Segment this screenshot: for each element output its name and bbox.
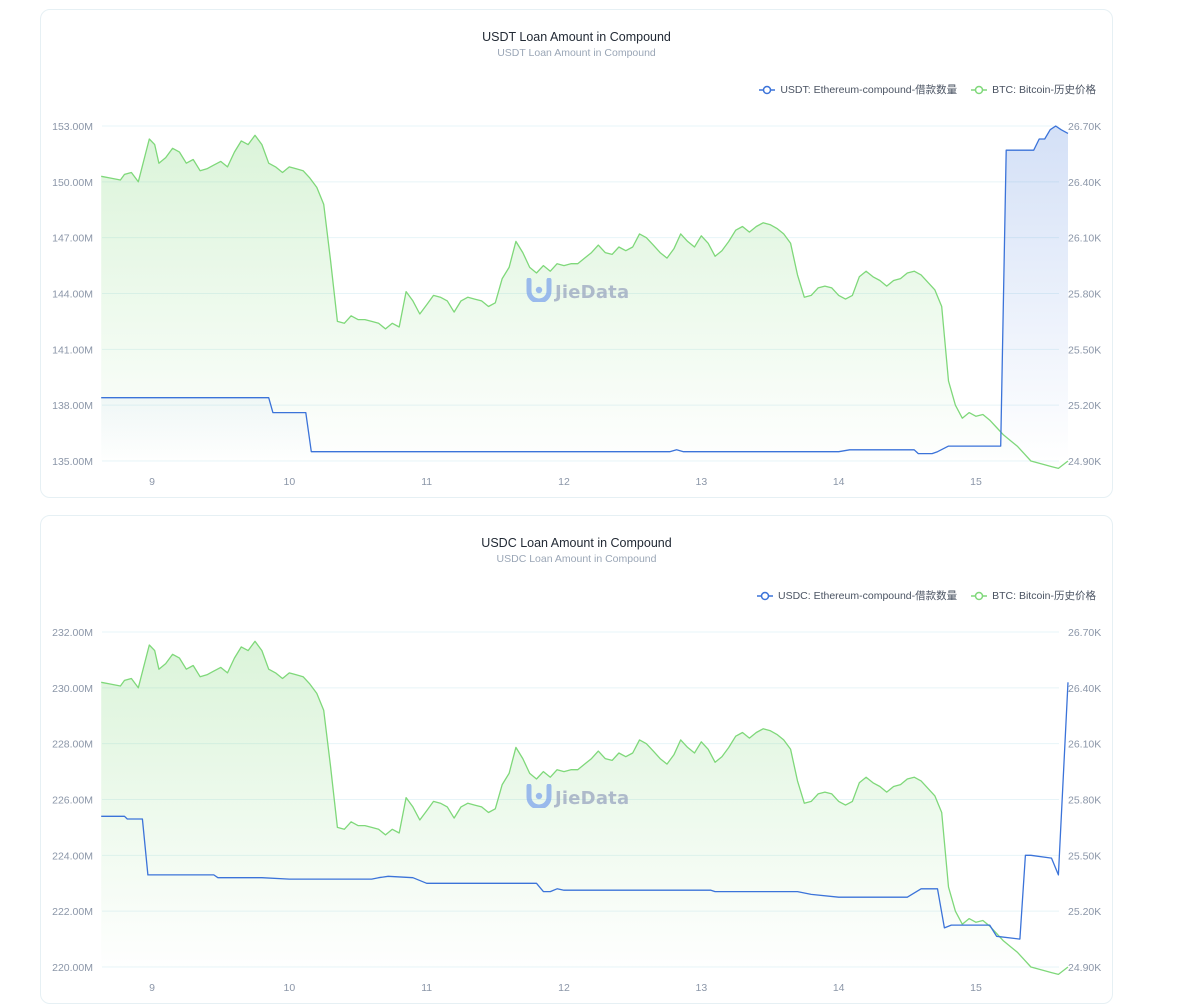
y-axis-left-tick: 144.00M — [52, 289, 93, 301]
watermark: JieData — [526, 277, 630, 307]
chart-title: USDC Loan Amount in Compound — [481, 536, 672, 550]
x-axis-tick: 13 — [695, 982, 707, 994]
y-axis-right-tick: 26.70K — [1068, 121, 1101, 133]
x-axis-tick: 12 — [558, 476, 570, 488]
chart-legend: USDT: Ethereum-compound-借款数量 BTC: Bitcoi… — [759, 82, 1096, 97]
series-line-loan[interactable] — [101, 125, 1069, 455]
y-axis-right-tick: 26.40K — [1068, 683, 1101, 695]
legend-label: BTC: Bitcoin-历史价格 — [992, 84, 1096, 96]
x-axis-tick: 14 — [833, 982, 845, 994]
chart-plot-usdc: 232.00M 26.70K 230.00M 26.40K 228.00M 26.10K 2… — [52, 627, 1101, 994]
series-area-btc — [101, 135, 1068, 469]
y-axis-left-tick: 228.00M — [52, 739, 93, 751]
chart-panel-usdt: USDT Loan Amount in Compound USDT Loan A… — [40, 9, 1113, 498]
series-area-loan — [101, 126, 1068, 461]
x-axis-tick: 9 — [149, 982, 155, 994]
y-axis-right-tick: 25.50K — [1068, 850, 1101, 862]
legend-label: USDT: Ethereum-compound-借款数量 — [780, 84, 958, 96]
jiedata-logo-icon — [526, 277, 552, 307]
legend-line-circle-icon — [971, 85, 988, 95]
y-axis-right-tick: 26.70K — [1068, 627, 1101, 639]
y-axis-right-tick: 25.20K — [1068, 400, 1101, 412]
y-axis-right-tick: 26.10K — [1068, 233, 1101, 245]
watermark: JieData — [526, 783, 630, 813]
legend-item-usdc[interactable]: USDC: Ethereum-compound-借款数量 — [757, 588, 957, 603]
jiedata-logo-icon — [526, 783, 552, 813]
chart-legend: USDC: Ethereum-compound-借款数量 BTC: Bitcoi… — [757, 588, 1096, 603]
x-axis-tick: 13 — [695, 476, 707, 488]
y-axis-right-tick: 26.40K — [1068, 177, 1101, 189]
x-axis-tick: 15 — [970, 476, 982, 488]
y-axis-left-tick: 226.00M — [52, 795, 93, 807]
x-axis-tick: 10 — [283, 476, 295, 488]
watermark-text: JieData — [555, 282, 630, 303]
y-axis-left-tick: 153.00M — [52, 121, 93, 133]
series-line-btc[interactable] — [101, 640, 1069, 976]
y-axis-right-tick: 25.50K — [1068, 344, 1101, 356]
series-area-btc — [101, 641, 1068, 975]
legend-item-btc[interactable]: BTC: Bitcoin-历史价格 — [971, 82, 1096, 97]
y-axis-left-tick: 232.00M — [52, 627, 93, 639]
chart-panel-usdc: USDC Loan Amount in Compound USDC Loan A… — [40, 515, 1113, 1004]
y-axis-left-tick: 230.00M — [52, 683, 93, 695]
y-axis-left-tick: 222.00M — [52, 906, 93, 918]
y-axis-left-tick: 220.00M — [52, 962, 93, 974]
watermark-text: JieData — [555, 788, 630, 809]
x-axis-tick: 9 — [149, 476, 155, 488]
y-axis-right-tick: 25.80K — [1068, 795, 1101, 807]
chart-title: USDT Loan Amount in Compound — [482, 30, 671, 44]
y-axis-left-tick: 224.00M — [52, 850, 93, 862]
y-axis-right-tick: 24.90K — [1068, 456, 1101, 468]
legend-label: BTC: Bitcoin-历史价格 — [992, 590, 1096, 602]
legend-line-circle-icon — [759, 85, 776, 95]
chart-subtitle: USDT Loan Amount in Compound — [497, 47, 656, 59]
chart-subtitle: USDC Loan Amount in Compound — [496, 553, 657, 565]
x-axis-tick: 15 — [970, 982, 982, 994]
legend-item-usdt[interactable]: USDT: Ethereum-compound-借款数量 — [759, 82, 957, 97]
chart-plot-usdt: 153.00M 26.70K 150.00M 26.40K 147.00M 26.10K 1… — [52, 121, 1101, 488]
y-axis-left-tick: 150.00M — [52, 177, 93, 189]
y-axis-left-tick: 135.00M — [52, 456, 93, 468]
y-axis-left-tick: 141.00M — [52, 344, 93, 356]
y-axis-right-tick: 26.10K — [1068, 739, 1101, 751]
y-axis-right-tick: 24.90K — [1068, 962, 1101, 974]
series-line-btc[interactable] — [101, 134, 1069, 470]
x-axis-tick: 11 — [421, 982, 432, 994]
y-axis-left-tick: 147.00M — [52, 233, 93, 245]
legend-line-circle-icon — [757, 591, 773, 601]
x-axis-tick: 14 — [833, 476, 845, 488]
legend-label: USDC: Ethereum-compound-借款数量 — [778, 590, 958, 602]
x-axis-tick: 11 — [421, 476, 432, 488]
legend-item-btc[interactable]: BTC: Bitcoin-历史价格 — [971, 588, 1096, 603]
x-axis-tick: 10 — [283, 982, 295, 994]
legend-line-circle-icon — [971, 591, 988, 601]
series-line-loan[interactable] — [101, 682, 1069, 940]
y-axis-left-tick: 138.00M — [52, 400, 93, 412]
x-axis-tick: 12 — [558, 982, 570, 994]
y-axis-right-tick: 25.80K — [1068, 289, 1101, 301]
y-axis-right-tick: 25.20K — [1068, 906, 1101, 918]
